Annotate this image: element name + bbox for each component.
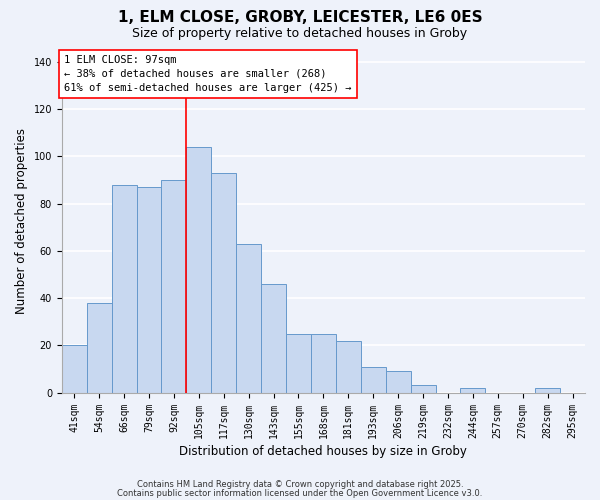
Bar: [86, 303, 112, 392]
Bar: [187, 147, 211, 392]
Text: 1 ELM CLOSE: 97sqm
← 38% of detached houses are smaller (268)
61% of semi-detach: 1 ELM CLOSE: 97sqm ← 38% of detached hou…: [64, 54, 352, 92]
Bar: [62, 346, 86, 393]
Bar: [211, 173, 236, 392]
Text: Size of property relative to detached houses in Groby: Size of property relative to detached ho…: [133, 28, 467, 40]
Bar: [410, 386, 436, 392]
Bar: [286, 334, 311, 392]
Bar: [112, 184, 137, 392]
Bar: [535, 388, 560, 392]
Bar: [236, 244, 261, 392]
Bar: [386, 372, 410, 392]
Bar: [460, 388, 485, 392]
Bar: [261, 284, 286, 393]
Bar: [311, 334, 336, 392]
Bar: [336, 340, 361, 392]
Text: Contains public sector information licensed under the Open Government Licence v3: Contains public sector information licen…: [118, 489, 482, 498]
Text: Contains HM Land Registry data © Crown copyright and database right 2025.: Contains HM Land Registry data © Crown c…: [137, 480, 463, 489]
Bar: [361, 366, 386, 392]
X-axis label: Distribution of detached houses by size in Groby: Distribution of detached houses by size …: [179, 444, 467, 458]
Y-axis label: Number of detached properties: Number of detached properties: [15, 128, 28, 314]
Bar: [161, 180, 187, 392]
Bar: [137, 187, 161, 392]
Text: 1, ELM CLOSE, GROBY, LEICESTER, LE6 0ES: 1, ELM CLOSE, GROBY, LEICESTER, LE6 0ES: [118, 10, 482, 25]
